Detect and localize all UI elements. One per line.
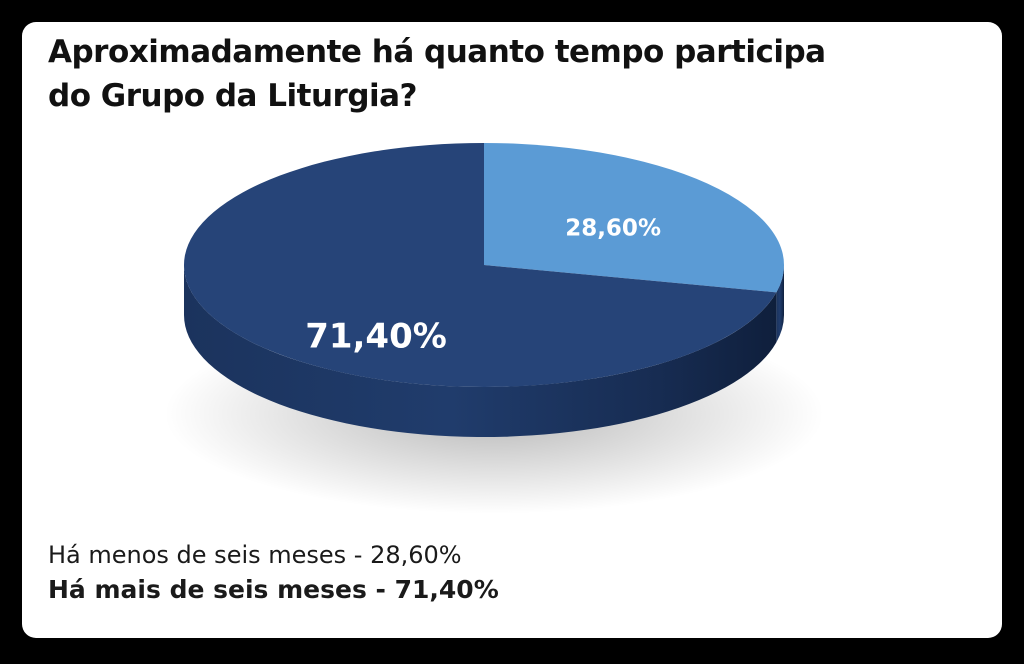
chart-title-line-1: Aproximadamente há quanto tempo particip…: [48, 34, 826, 70]
legend: Há menos de seis meses - 28,60% Há mais …: [48, 538, 948, 608]
chart-title-line-2: do Grupo da Liturgia?: [48, 78, 418, 114]
legend-item-more-than-six-months: Há mais de seis meses - 71,40%: [48, 575, 499, 604]
chart-title: Aproximadamente há quanto tempo particip…: [48, 30, 948, 118]
data-label-ha-menos-de-seis-meses: 28,60%: [565, 216, 661, 242]
chart-card: Aproximadamente há quanto tempo particip…: [22, 22, 1002, 638]
pie-slice-ha-menos-de-seis-meses: [484, 143, 784, 293]
pie-sides: [184, 265, 784, 437]
legend-item-less-than-six-months: Há menos de seis meses - 28,60%: [48, 541, 462, 569]
pie-data-labels: 28,60% 71,40%: [305, 216, 661, 357]
pie-side-ha-mais-de-seis-meses: [184, 265, 777, 437]
pie-slice-ha-mais-de-seis-meses: [184, 143, 777, 387]
pie-chart: 28,60% 71,40%: [164, 143, 824, 514]
pie-side-ha-menos-de-seis-meses: [776, 265, 784, 343]
data-label-ha-mais-de-seis-meses: 71,40%: [305, 316, 447, 356]
pie-tops: [184, 143, 784, 387]
